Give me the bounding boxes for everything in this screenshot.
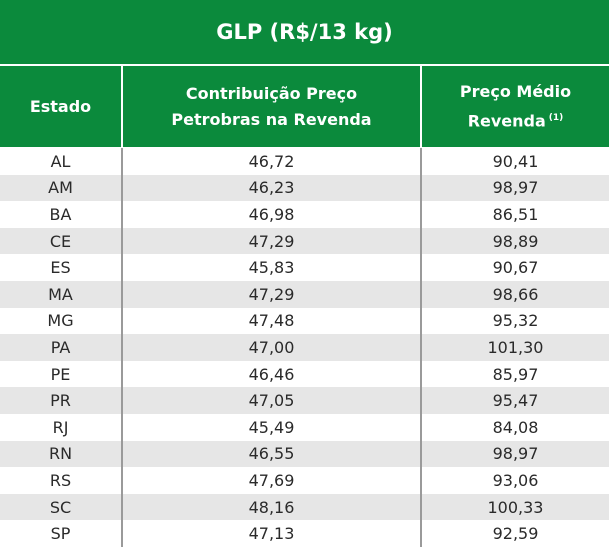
cell-preco-medio: 100,33 — [487, 497, 544, 517]
cell-preco-medio: 93,06 — [492, 470, 539, 490]
cell-preco-medio: 98,89 — [492, 231, 539, 251]
table-row: CE 47,29 98,89 — [0, 227, 609, 255]
cell-estado: BA — [0, 201, 123, 228]
header-estado-label: Estado — [29, 96, 92, 116]
table-row: SP 47,13 92,59 — [0, 520, 609, 547]
cell-preco-medio: 90,41 — [492, 151, 539, 171]
table-row: PA 47,00 101,30 — [0, 334, 609, 361]
table-row: RJ 45,49 84,08 — [0, 413, 609, 441]
header-estado: Estado — [0, 66, 123, 147]
table-title-bar: GLP (R$/13 kg) — [0, 0, 609, 64]
cell-preco-medio: 95,32 — [492, 311, 539, 331]
cell-contribuicao: 45,49 — [123, 413, 422, 441]
cell-contribuicao: 47,29 — [123, 280, 422, 308]
cell-preco-medio: 98,97 — [492, 178, 539, 198]
cell-estado: MG — [0, 307, 123, 335]
cell-estado: RN — [0, 440, 123, 468]
header-preco-line2: Revenda — [467, 111, 546, 131]
table-row: ES 45,83 90,67 — [0, 254, 609, 281]
table-row: MA 47,29 98,66 — [0, 280, 609, 308]
table-row: PE 46,46 85,97 — [0, 360, 609, 388]
cell-preco-medio: 101,30 — [487, 337, 544, 357]
cell-estado: SC — [0, 493, 123, 521]
cell-estado: PA — [0, 334, 123, 361]
table-title: GLP (R$/13 kg) — [216, 20, 393, 44]
table-row: SC 48,16 100,33 — [0, 493, 609, 521]
table-body: AL 46,72 90,41 AM 46,23 98,97 BA 46,98 86,51 CE 47… — [0, 148, 609, 547]
table-row: AM 46,23 98,97 — [0, 174, 609, 202]
cell-contribuicao: 46,46 — [123, 360, 422, 388]
cell-estado: AL — [0, 148, 123, 175]
header-separator — [0, 147, 609, 148]
cell-preco-medio: 90,67 — [492, 258, 539, 278]
cell-contribuicao: 45,83 — [123, 254, 422, 281]
table-row: RN 46,55 98,97 — [0, 440, 609, 468]
cell-contribuicao: 46,23 — [123, 174, 422, 202]
table-row: RS 47,69 93,06 — [0, 467, 609, 494]
cell-preco-medio: 85,97 — [492, 364, 539, 384]
header-contribuicao: Contribuição Preço Petrobras na Revenda — [123, 66, 422, 147]
header-preco-medio: Preço Médio Revenda (1) — [422, 66, 609, 147]
table-row: BA 46,98 86,51 — [0, 201, 609, 228]
cell-preco-medio: 84,08 — [492, 417, 539, 437]
cell-contribuicao: 48,16 — [123, 493, 422, 521]
table-header-row: Estado Contribuição Preço Petrobras na R… — [0, 66, 609, 147]
cell-contribuicao: 47,48 — [123, 307, 422, 335]
cell-estado: PE — [0, 360, 123, 388]
cell-contribuicao: 46,98 — [123, 201, 422, 228]
cell-estado: RS — [0, 467, 123, 494]
cell-estado: RJ — [0, 413, 123, 441]
cell-preco-medio: 98,66 — [492, 284, 539, 304]
cell-estado: MA — [0, 280, 123, 308]
cell-contribuicao: 47,05 — [123, 387, 422, 414]
header-contribuicao-line1: Contribuição Preço — [185, 83, 358, 103]
cell-contribuicao: 47,00 — [123, 334, 422, 361]
table-row: PR 47,05 95,47 — [0, 387, 609, 414]
cell-contribuicao: 46,55 — [123, 440, 422, 468]
table-row: MG 47,48 95,32 — [0, 307, 609, 335]
cell-preco-medio: 95,47 — [492, 391, 539, 411]
cell-preco-medio: 86,51 — [492, 204, 539, 224]
cell-contribuicao: 47,69 — [123, 467, 422, 494]
header-preco-footnote: (1) — [548, 112, 564, 123]
header-contribuicao-line2: Petrobras na Revenda — [171, 109, 372, 129]
cell-estado: PR — [0, 387, 123, 414]
cell-estado: ES — [0, 254, 123, 281]
cell-estado: AM — [0, 174, 123, 202]
cell-estado: SP — [0, 520, 123, 547]
cell-contribuicao: 46,72 — [123, 148, 422, 175]
cell-contribuicao: 47,29 — [123, 227, 422, 255]
cell-contribuicao: 47,13 — [123, 520, 422, 547]
cell-estado: CE — [0, 227, 123, 255]
cell-preco-medio: 98,97 — [492, 444, 539, 464]
table-row: AL 46,72 90,41 — [0, 148, 609, 175]
cell-preco-medio: 92,59 — [492, 524, 539, 544]
header-preco-line1: Preço Médio — [459, 81, 572, 101]
